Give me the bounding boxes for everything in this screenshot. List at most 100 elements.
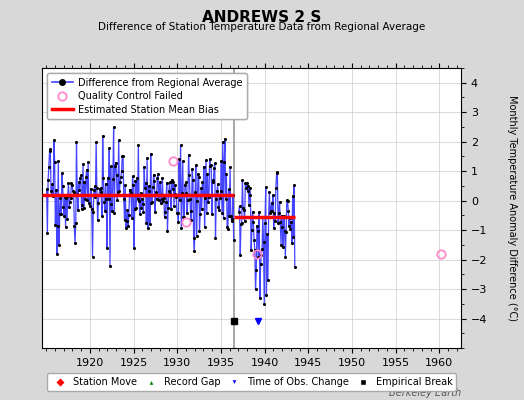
Point [282, 228, 290, 235]
Point [225, 212, 234, 219]
Point [138, 196, 146, 202]
Point [67, 194, 75, 201]
Point [283, 198, 292, 204]
Point [248, 208, 257, 215]
Point [47, 188, 55, 194]
Point [198, 179, 206, 186]
Point [259, 239, 268, 246]
Point [142, 220, 150, 226]
Point [160, 214, 169, 220]
Point [63, 216, 71, 222]
Point [78, 202, 86, 208]
Point [209, 179, 217, 186]
Point [70, 223, 79, 229]
Point [166, 179, 174, 186]
Point [286, 226, 294, 232]
Point [162, 199, 170, 206]
Point [157, 200, 165, 206]
Point [106, 163, 115, 169]
Point [186, 196, 194, 202]
Point [121, 217, 129, 223]
Point [261, 220, 269, 226]
Point [167, 206, 176, 212]
Point [43, 230, 51, 236]
Point [290, 182, 298, 188]
Point [241, 218, 249, 224]
Point [255, 208, 264, 215]
Point [254, 228, 262, 234]
Point [125, 212, 133, 218]
Point [157, 196, 166, 202]
Point [224, 186, 233, 193]
Point [181, 179, 190, 186]
Point [140, 163, 148, 170]
Point [141, 185, 149, 191]
Point [94, 200, 103, 206]
Point [153, 175, 161, 181]
Point [281, 254, 290, 260]
Point [160, 195, 168, 201]
Point [178, 190, 186, 196]
Point [212, 196, 221, 202]
Point [168, 177, 176, 183]
Point [74, 207, 82, 213]
Point [51, 222, 60, 228]
Point [119, 153, 127, 160]
Point [69, 189, 78, 195]
Point [242, 185, 250, 192]
Point [87, 186, 95, 192]
Point [254, 254, 263, 260]
Point [49, 193, 58, 199]
Point [88, 206, 96, 212]
Point [152, 196, 161, 202]
Point [238, 177, 247, 183]
Point [177, 142, 185, 148]
Point [146, 220, 154, 227]
Point [194, 174, 203, 181]
Point [193, 198, 202, 204]
Point [136, 211, 144, 217]
Point [282, 197, 291, 204]
Point [52, 187, 60, 193]
Point [195, 228, 204, 234]
Point [285, 222, 293, 229]
Point [116, 179, 124, 186]
Point [257, 252, 266, 258]
Point [250, 236, 258, 243]
Point [150, 178, 159, 185]
Point [69, 188, 77, 194]
Point [273, 169, 281, 175]
Point [216, 188, 225, 194]
Point [175, 156, 183, 162]
Point [237, 221, 245, 227]
Point [147, 150, 155, 157]
Point [269, 224, 278, 231]
Point [288, 240, 296, 246]
Point [218, 210, 226, 216]
Point [129, 182, 137, 188]
Point [50, 137, 58, 144]
Point [85, 200, 93, 206]
Point [62, 195, 71, 202]
Point [117, 167, 126, 174]
Point [250, 247, 259, 253]
Point [170, 182, 179, 188]
Point [98, 212, 106, 219]
Point [135, 198, 143, 204]
Point [133, 175, 141, 181]
Point [86, 192, 94, 198]
Point [48, 181, 57, 187]
Point [207, 162, 215, 168]
Point [276, 219, 285, 225]
Point [111, 162, 119, 169]
Point [263, 231, 271, 237]
Point [190, 235, 198, 241]
Legend: Difference from Regional Average, Quality Control Failed, Estimated Station Mean: Difference from Regional Average, Qualit… [47, 73, 247, 119]
Point [252, 286, 260, 292]
Point [201, 194, 210, 201]
Point [102, 180, 110, 187]
Point [125, 187, 134, 193]
Point [139, 209, 148, 216]
Point [267, 199, 276, 206]
Point [277, 241, 285, 248]
